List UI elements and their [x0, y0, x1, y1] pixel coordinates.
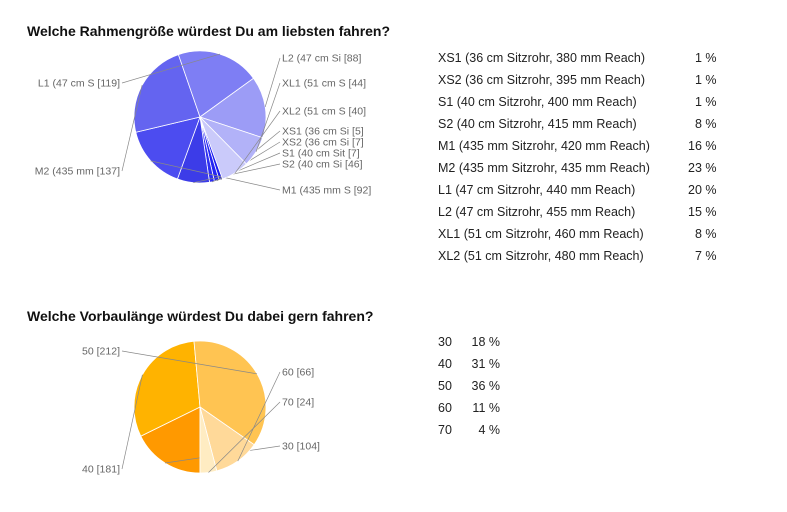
frame-size-slice-label: L2 (47 cm Si [88]: [282, 53, 361, 65]
frame-size-slice-label: XL2 (51 cm S [40]: [282, 106, 366, 118]
frame-size-pie-chart: XS1 (36 cm Si [5]XS2 (36 cm Si [7]S1 (40…: [35, 50, 371, 197]
option-percentage: 7 %: [694, 249, 717, 263]
table-row: XS1 (36 cm Sitzrohr, 380 mm Reach) 1 %: [438, 47, 717, 69]
option-percentage: 8 %: [694, 117, 717, 131]
table-row: 30 18 %: [438, 331, 500, 353]
option-label: 70: [438, 423, 452, 437]
table-row: L1 (47 cm Sitzrohr, 440 mm Reach) 20 %: [438, 179, 717, 201]
option-percentage: 11 %: [472, 401, 500, 415]
table-row: S2 (40 cm Sitzrohr, 415 mm Reach) 8 %: [438, 113, 717, 135]
option-percentage: 15 %: [688, 205, 717, 219]
frame-size-slice-label: XL1 (51 cm S [44]: [282, 78, 366, 90]
frame-size-summary-table: XS1 (36 cm Sitzrohr, 380 mm Reach) 1 % XS2…: [438, 47, 717, 267]
table-row: 40 31 %: [438, 353, 500, 375]
frame-size-slice-label: S2 (40 cm Si [46]: [282, 159, 363, 171]
stem-length-leader-line: [121, 350, 258, 375]
option-percentage: 1 %: [694, 95, 717, 109]
option-label: XL1 (51 cm Sitzrohr, 460 mm Reach): [438, 227, 644, 241]
option-label: M1 (435 mm Sitzrohr, 420 mm Reach): [438, 139, 650, 153]
option-label: 30: [438, 335, 452, 349]
option-label: L2 (47 cm Sitzrohr, 455 mm Reach): [438, 205, 636, 219]
table-row: XL2 (51 cm Sitzrohr, 480 mm Reach) 7 %: [438, 245, 717, 267]
option-percentage: 31 %: [471, 357, 501, 371]
option-percentage: 20 %: [688, 183, 717, 197]
table-row: 50 36 %: [438, 375, 500, 397]
stem-length-leader-line: [237, 371, 281, 462]
frame-size-leader-line: [255, 82, 281, 152]
table-row: L2 (47 cm Sitzrohr, 455 mm Reach) 15 %: [438, 201, 717, 223]
stem-length-slice: [199, 406, 218, 474]
frame-size-slice-label: XS1 (36 cm Si [5]: [282, 126, 364, 138]
stem-length-leader-line: [208, 401, 281, 473]
frame-size-slice-label: XS2 (36 cm Si [7]: [282, 137, 364, 149]
question-2-title: Welche Vorbaulänge würdest Du dabei gern…: [27, 308, 374, 324]
option-label: 60: [438, 401, 452, 415]
stem-length-slice-label: 60 [66]: [282, 367, 314, 379]
option-percentage: 16 %: [688, 139, 717, 153]
frame-size-leader-line: [235, 110, 281, 174]
stem-length-slice-label: 50 [212]: [82, 346, 120, 358]
option-label: L1 (47 cm Sitzrohr, 440 mm Reach): [438, 183, 636, 197]
frame-size-slice-label: L1 (47 cm S [119]: [38, 78, 120, 90]
option-label: XL2 (51 cm Sitzrohr, 480 mm Reach): [438, 249, 644, 263]
frame-size-slice-label: S1 (40 cm Sit [7]: [282, 148, 360, 160]
option-label: 40: [438, 357, 452, 371]
option-percentage: 18 %: [471, 335, 501, 349]
question-1-title: Welche Rahmengröße würdest Du am liebste…: [27, 23, 391, 39]
table-row: XS2 (36 cm Sitzrohr, 395 mm Reach) 1 %: [438, 69, 717, 91]
stem-length-slice-label: 70 [24]: [282, 397, 314, 409]
frame-size-leader-line: [121, 53, 220, 84]
table-row: S1 (40 cm Sitzrohr, 400 mm Reach) 1 %: [438, 91, 717, 113]
frame-size-slice-label: M1 (435 mm S [92]: [282, 185, 371, 197]
option-percentage: 23 %: [688, 161, 717, 175]
option-label: XS1 (36 cm Sitzrohr, 380 mm Reach): [438, 51, 646, 65]
frame-size-slice-label: M2 (435 mm [137]: [35, 166, 120, 178]
option-label: S2 (40 cm Sitzrohr, 415 mm Reach): [438, 117, 637, 131]
option-label: S1 (40 cm Sitzrohr, 400 mm Reach): [438, 95, 637, 109]
stem-length-slice-label: 30 [104]: [282, 441, 320, 453]
stem-length-leader-line: [121, 374, 143, 470]
option-percentage: 4 %: [478, 423, 500, 437]
option-label: XS2 (36 cm Sitzrohr, 395 mm Reach): [438, 73, 646, 87]
frame-size-leader-line: [121, 85, 143, 172]
frame-size-leader-line: [193, 163, 281, 184]
table-row: M2 (435 mm Sitzrohr, 435 mm Reach) 23 %: [438, 157, 717, 179]
frame-size-slice: [199, 77, 267, 139]
table-row: 70 4 %: [438, 419, 500, 441]
table-row: 60 11 %: [438, 397, 500, 419]
frame-size-leader-line: [150, 160, 281, 191]
option-percentage: 8 %: [694, 227, 717, 241]
stem-length-summary-table: 30 18 % 40 31 % 50 36 % 60 11 % 70 4 %: [438, 331, 500, 441]
option-label: 50: [438, 379, 452, 393]
option-percentage: 1 %: [694, 73, 717, 87]
frame-size-leader-line: [264, 57, 281, 108]
option-label: M2 (435 mm Sitzrohr, 435 mm Reach): [438, 161, 650, 175]
table-row: XL1 (51 cm Sitzrohr, 460 mm Reach) 8 %: [438, 223, 717, 245]
option-percentage: 36 %: [471, 379, 501, 393]
option-percentage: 1 %: [694, 51, 717, 65]
stem-length-slice-label: 40 [181]: [82, 464, 120, 476]
stem-length-pie-chart: 30 [104] 40 [181] 50 [212] 60 [66] 70 [24]: [82, 340, 320, 476]
table-row: M1 (435 mm Sitzrohr, 420 mm Reach) 16 %: [438, 135, 717, 157]
